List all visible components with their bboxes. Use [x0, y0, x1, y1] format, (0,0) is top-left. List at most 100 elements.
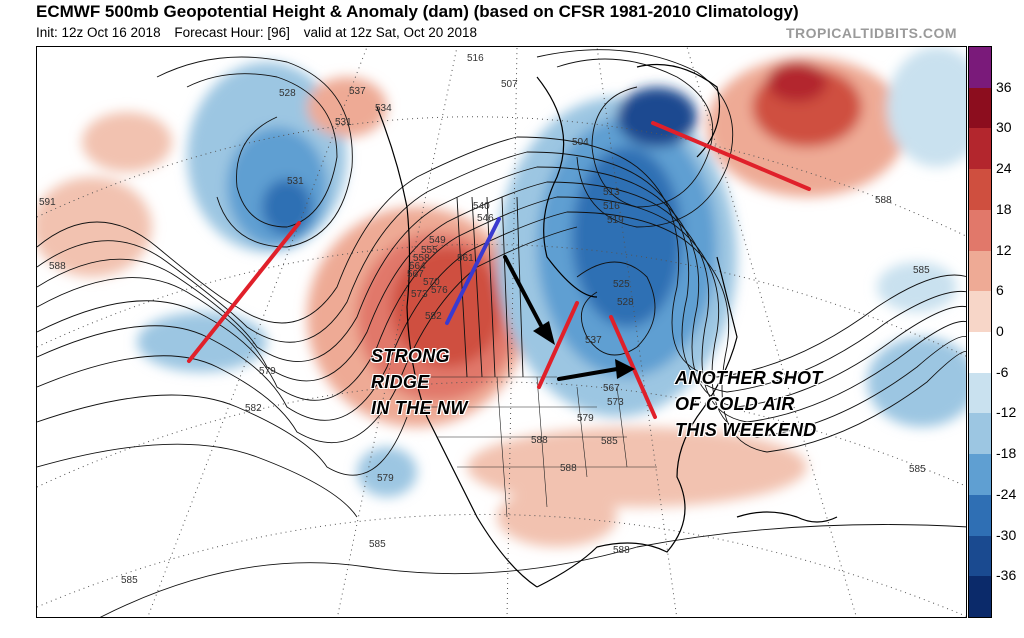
colorbar-segment [969, 87, 991, 129]
black-flow-arrow-1 [503, 255, 547, 335]
contour-label: 588 [613, 545, 630, 556]
colorbar-segment [969, 372, 991, 414]
colorbar-tick-label: -6 [996, 363, 1009, 380]
ridge-annotation: STRONG RIDGE IN THE NW [371, 343, 468, 421]
contour-label: 579 [259, 366, 276, 377]
contour-label: 549 [429, 235, 446, 246]
subtitle: Init: 12z Oct 16 2018 Forecast Hour: [96… [36, 25, 487, 40]
colorbar-tick-label: 36 [996, 78, 1012, 95]
colorbar-segment [969, 332, 991, 374]
map-panel: 528 537 534 531 516 507 504 513 516 519 … [36, 46, 967, 618]
colorbar-tick-label: -36 [996, 567, 1017, 584]
blue-ridge-axis [445, 217, 501, 325]
red-trough-axis-hudson [651, 121, 811, 191]
contour-label: 561 [457, 253, 474, 264]
contour-label: 588 [560, 463, 577, 474]
contour-label: 537 [585, 335, 602, 346]
contour-label: 588 [875, 195, 892, 206]
contour-label: 567 [603, 383, 620, 394]
contour-label: 582 [425, 311, 442, 322]
colorbar-segment [969, 128, 991, 170]
red-trough-axis-alaska [187, 221, 301, 363]
contour-label: 531 [335, 117, 352, 128]
contour-label: 576 [431, 285, 448, 296]
coastlines [376, 63, 838, 588]
contour-label: 585 [369, 539, 386, 550]
ridge-annotation-line: STRONG [371, 346, 450, 366]
contour-label: 585 [121, 575, 138, 586]
contour-label: 564 [409, 261, 426, 272]
contour-label: 558 [413, 253, 430, 264]
contour-label: 516 [603, 201, 620, 212]
contour-label: 573 [607, 397, 624, 408]
contour-label: 504 [572, 137, 589, 148]
contour-label: 537 [349, 86, 366, 97]
contour-label: 588 [531, 435, 548, 446]
contour-label: 534 [375, 103, 392, 114]
colorbar-segment [969, 209, 991, 252]
ridge-annotation-line: IN THE NW [371, 398, 468, 418]
colorbar-tick-label: -30 [996, 526, 1017, 543]
colorbar-segment [969, 47, 991, 89]
colorbar-segment [969, 291, 991, 333]
init-time: Init: 12z Oct 16 2018 [36, 25, 161, 40]
red-trough-axis-east [609, 315, 657, 419]
colorbar-segment [969, 250, 991, 292]
colorbar-segment [969, 494, 991, 537]
contour-label: 540 [473, 201, 490, 212]
colorbar-tick-label: 24 [996, 160, 1012, 177]
contour-label: 567 [407, 269, 424, 280]
contour-label: 579 [577, 413, 594, 424]
anomaly-fill [37, 47, 966, 547]
contour-label: 528 [279, 88, 296, 99]
contour-label: 585 [913, 265, 930, 276]
black-flow-arrowhead-2 [615, 359, 635, 379]
colorbar-segment [969, 535, 991, 577]
colorbar-tick-label: 30 [996, 119, 1012, 136]
colorbar-tick-label: 0 [996, 323, 1004, 339]
graticule [37, 47, 966, 617]
state-borders [427, 376, 657, 518]
contour-label: 531 [287, 176, 304, 187]
contour-label: 528 [617, 297, 634, 308]
colorbar-tick-label: -24 [996, 485, 1017, 502]
black-flow-arrowhead-1 [533, 321, 555, 345]
colorbar-tick-label: -12 [996, 404, 1017, 421]
cold-annotation-line: OF COLD AIR [675, 394, 795, 414]
ridge-annotation-line: RIDGE [371, 372, 430, 392]
contour-label: 579 [377, 473, 394, 484]
colorbar-segment [969, 169, 991, 211]
contour-label: 555 [421, 245, 438, 256]
cold-annotation-line: THIS WEEKEND [675, 420, 817, 440]
contour-label: 516 [467, 53, 484, 64]
contour-label: 582 [245, 403, 262, 414]
colorbar-tick-label: 6 [996, 282, 1004, 299]
page-title: ECMWF 500mb Geopotential Height & Anomal… [36, 2, 799, 21]
contour-label: 585 [601, 436, 618, 447]
colorbar-tick-label: 18 [996, 200, 1012, 217]
contour-label: 519 [607, 215, 624, 226]
contour-label: 588 [49, 261, 66, 272]
contour-label: 570 [423, 277, 440, 288]
colorbar-segment [969, 576, 991, 618]
annotation-arrows [187, 121, 811, 419]
cold-air-annotation: ANOTHER SHOT OF COLD AIR THIS WEEKEND [675, 365, 823, 443]
watermark: TROPICALTIDBITS.COM [786, 25, 958, 41]
colorbar-tick-label: -18 [996, 445, 1017, 462]
black-flow-arrow-2 [557, 367, 619, 381]
contour-labels: 528 537 534 531 516 507 504 513 516 519 … [39, 53, 930, 586]
contour-label: 525 [613, 279, 630, 290]
colorbar-segment [969, 454, 991, 496]
colorbar [968, 46, 992, 618]
contour-label: 546 [477, 213, 494, 224]
contour-label: 585 [909, 464, 926, 475]
red-trough-axis-west [537, 301, 579, 389]
colorbar-tick-label: 12 [996, 241, 1012, 258]
valid-time: valid at 12z Sat, Oct 20 2018 [303, 25, 478, 40]
contour-label: 591 [39, 197, 56, 208]
cold-annotation-line: ANOTHER SHOT [675, 368, 823, 388]
contour-label: 513 [603, 187, 620, 198]
contour-label: 573 [411, 289, 428, 300]
contour-label: 507 [501, 79, 518, 90]
colorbar-segment [969, 413, 991, 455]
